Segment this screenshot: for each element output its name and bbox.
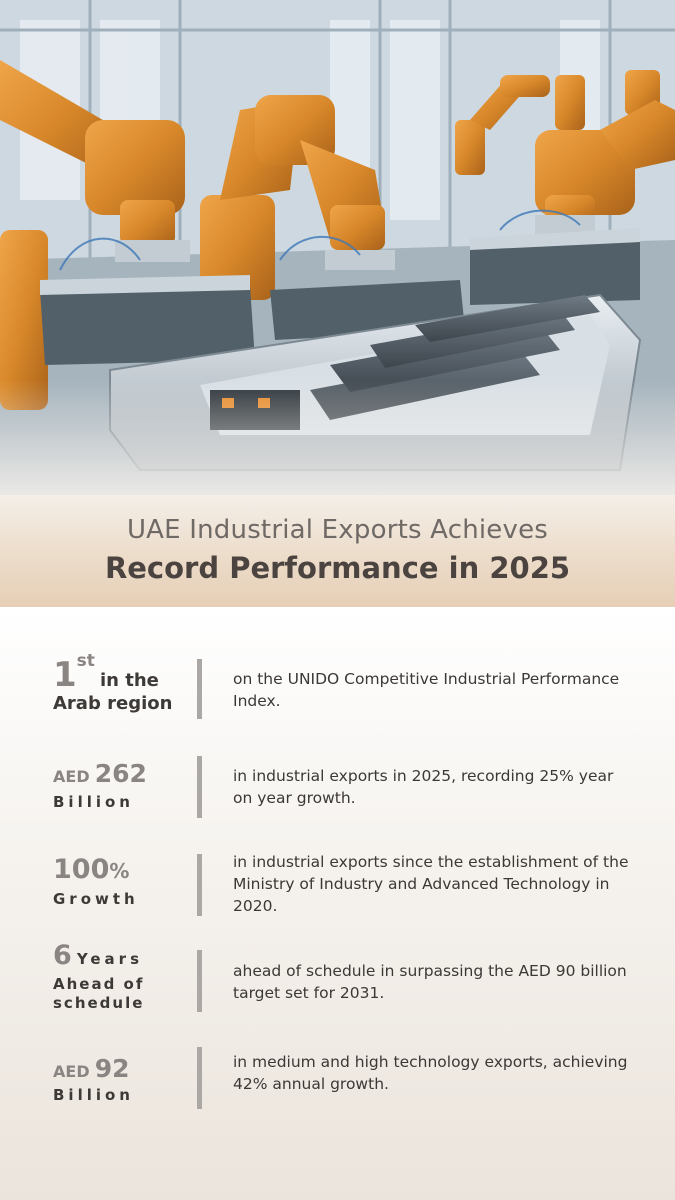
stat-divider	[197, 756, 202, 818]
stat-headline: AED 92	[53, 1054, 129, 1083]
headline-line-1: UAE Industrial Exports Achieves	[126, 515, 549, 545]
stat-headline: 6 Years	[53, 940, 143, 971]
hero-image	[0, 0, 675, 500]
stat-prefix: AED	[53, 1062, 90, 1081]
stat-item: 6 Years Ahead of schedule ahead of sched…	[0, 940, 675, 1020]
factory-robot-arms-icon	[0, 0, 675, 500]
stat-headline: 1st in the	[53, 651, 159, 695]
title-band: UAE Industrial Exports Achieves Record P…	[0, 495, 675, 607]
stat-divider	[197, 950, 202, 1012]
stat-figure: 100	[53, 854, 110, 885]
stat-suffix: in the	[100, 670, 159, 691]
stat-figure: 1	[53, 655, 77, 695]
stat-item: 1st in the Arab region on the UNIDO Comp…	[0, 651, 675, 731]
stat-divider	[197, 659, 202, 719]
stat-divider	[197, 854, 202, 916]
stat-label: Arab region	[53, 693, 173, 714]
stat-label: Billion	[53, 1086, 134, 1104]
stat-label-line-2: schedule	[53, 994, 145, 1012]
stat-figure: 262	[94, 759, 147, 788]
stat-item: 100% Growth in industrial exports since …	[0, 853, 675, 934]
stat-headline: 100%	[53, 854, 129, 885]
stat-description: in medium and high technology exports, a…	[233, 1053, 628, 1093]
stat-label: Growth	[53, 890, 139, 908]
stat-figure: 92	[94, 1054, 130, 1083]
stat-superscript: st	[76, 651, 95, 671]
stat-prefix: AED	[53, 767, 90, 786]
stat-item: AED 92 Billion in medium and high techno…	[0, 1047, 675, 1134]
stat-label-line-1: Ahead of	[53, 975, 145, 993]
stat-headline: AED 262	[53, 759, 147, 788]
stat-suffix: Years	[76, 950, 143, 968]
stat-description: in industrial exports in 2025, recording…	[233, 767, 614, 807]
stat-item: AED 262 Billion in industrial exports in…	[0, 756, 675, 829]
headline-line-2: Record Performance in 2025	[104, 551, 571, 585]
stats-panel: 1st in the Arab region on the UNIDO Comp…	[0, 607, 675, 1200]
stat-description: in industrial exports since the establis…	[233, 853, 629, 915]
stat-figure: 6	[53, 940, 72, 971]
stat-description: on the UNIDO Competitive Industrial Perf…	[233, 670, 620, 710]
stat-label: Billion	[53, 793, 134, 811]
hero-fade	[0, 380, 675, 500]
stat-description: ahead of schedule in surpassing the AED …	[233, 962, 627, 1002]
stat-unit: %	[109, 859, 130, 883]
stat-divider	[197, 1047, 202, 1109]
